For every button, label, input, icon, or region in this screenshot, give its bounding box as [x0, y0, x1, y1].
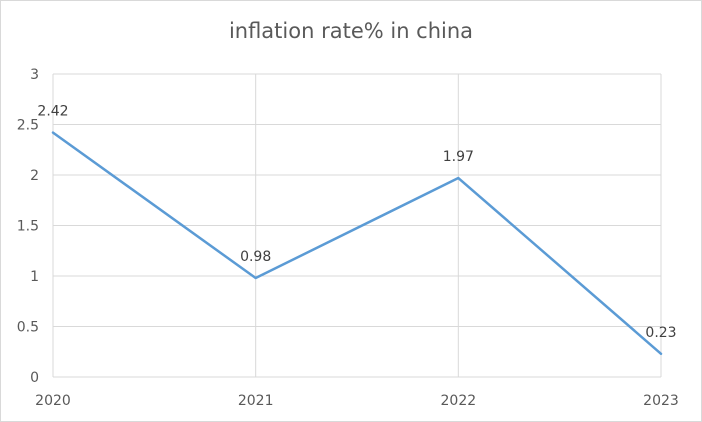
- data-label: 1.97: [443, 149, 474, 165]
- y-tick-label: 2.5: [17, 118, 39, 134]
- x-tick-label: 2021: [238, 393, 274, 409]
- y-tick-label: 0: [30, 370, 39, 386]
- y-tick-label: 0.5: [17, 320, 39, 336]
- x-tick-label: 2023: [643, 393, 679, 409]
- y-tick-label: 1.5: [17, 219, 39, 235]
- data-label: 2.42: [37, 104, 68, 120]
- series-line: [51, 131, 663, 356]
- chart-title: inflation rate% in china: [228, 19, 474, 43]
- x-tick-label: 2022: [441, 393, 477, 409]
- x-tick-label: 2020: [35, 393, 71, 409]
- data-label: 0.23: [645, 325, 676, 341]
- y-tick-label: 1: [30, 269, 39, 285]
- y-tick-label: 3: [30, 67, 39, 83]
- y-tick-label: 2: [30, 168, 39, 184]
- data-label: 0.98: [240, 249, 271, 265]
